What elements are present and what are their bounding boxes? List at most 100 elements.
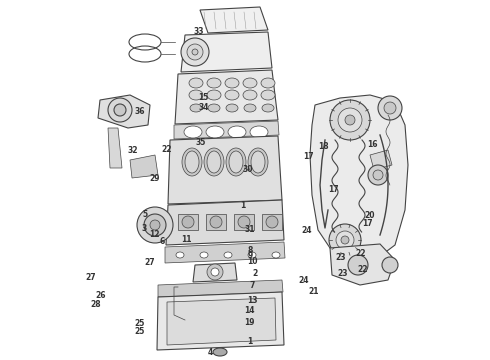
Ellipse shape xyxy=(207,264,223,280)
Text: 9: 9 xyxy=(247,251,252,260)
Ellipse shape xyxy=(251,151,265,173)
Ellipse shape xyxy=(189,90,203,100)
Polygon shape xyxy=(174,121,279,139)
Polygon shape xyxy=(130,155,158,178)
Ellipse shape xyxy=(108,98,132,122)
Ellipse shape xyxy=(345,115,355,125)
Ellipse shape xyxy=(181,38,209,66)
Ellipse shape xyxy=(185,151,199,173)
Ellipse shape xyxy=(150,220,160,230)
Ellipse shape xyxy=(226,104,238,112)
Text: 12: 12 xyxy=(149,230,160,239)
Ellipse shape xyxy=(248,252,256,258)
Ellipse shape xyxy=(207,151,221,173)
Text: 14: 14 xyxy=(245,306,255,315)
Polygon shape xyxy=(178,214,198,230)
Text: 11: 11 xyxy=(181,235,192,244)
Ellipse shape xyxy=(180,318,190,328)
Ellipse shape xyxy=(228,126,246,138)
Text: 25: 25 xyxy=(134,327,145,336)
Text: 16: 16 xyxy=(367,140,378,149)
Text: 17: 17 xyxy=(328,185,339,194)
Ellipse shape xyxy=(189,78,203,88)
Ellipse shape xyxy=(182,148,202,176)
Polygon shape xyxy=(98,95,150,128)
Polygon shape xyxy=(234,214,254,230)
Text: 13: 13 xyxy=(247,296,258,305)
Ellipse shape xyxy=(243,78,257,88)
Ellipse shape xyxy=(368,165,388,185)
Polygon shape xyxy=(158,280,283,297)
Text: 22: 22 xyxy=(357,266,368,274)
Polygon shape xyxy=(175,70,278,124)
Text: 19: 19 xyxy=(245,318,255,327)
Text: 2: 2 xyxy=(252,269,257,278)
Text: 21: 21 xyxy=(308,287,319,296)
Polygon shape xyxy=(165,242,285,263)
Text: 22: 22 xyxy=(355,249,366,258)
Text: 23: 23 xyxy=(335,253,346,262)
Ellipse shape xyxy=(200,252,208,258)
Text: 30: 30 xyxy=(242,165,253,174)
Ellipse shape xyxy=(262,104,274,112)
Text: 17: 17 xyxy=(362,219,373,228)
Text: 33: 33 xyxy=(193,27,204,36)
Ellipse shape xyxy=(208,104,220,112)
Text: 17: 17 xyxy=(303,152,314,161)
Ellipse shape xyxy=(261,78,275,88)
Polygon shape xyxy=(370,150,392,170)
Polygon shape xyxy=(167,298,276,345)
Ellipse shape xyxy=(225,78,239,88)
Polygon shape xyxy=(168,136,282,204)
Text: 26: 26 xyxy=(95,291,106,300)
Ellipse shape xyxy=(224,252,232,258)
Ellipse shape xyxy=(261,90,275,100)
Text: 32: 32 xyxy=(127,146,138,155)
Text: 29: 29 xyxy=(149,174,160,183)
Polygon shape xyxy=(108,128,122,168)
Ellipse shape xyxy=(338,108,362,132)
Text: 27: 27 xyxy=(85,273,96,282)
Ellipse shape xyxy=(266,216,278,228)
Text: 23: 23 xyxy=(338,269,348,278)
Ellipse shape xyxy=(187,44,203,60)
Ellipse shape xyxy=(382,257,398,273)
Text: 35: 35 xyxy=(196,138,206,147)
Ellipse shape xyxy=(226,148,246,176)
Text: 20: 20 xyxy=(365,211,375,220)
Polygon shape xyxy=(181,32,272,72)
Ellipse shape xyxy=(210,216,222,228)
Text: 1: 1 xyxy=(240,201,245,210)
Polygon shape xyxy=(206,214,226,230)
Text: 10: 10 xyxy=(247,256,258,266)
Text: 8: 8 xyxy=(247,246,252,255)
Ellipse shape xyxy=(184,126,202,138)
Polygon shape xyxy=(157,292,284,350)
Ellipse shape xyxy=(182,216,194,228)
Ellipse shape xyxy=(250,126,268,138)
Ellipse shape xyxy=(243,90,257,100)
Text: 28: 28 xyxy=(90,300,101,309)
Text: 7: 7 xyxy=(250,281,255,289)
Ellipse shape xyxy=(207,78,221,88)
Ellipse shape xyxy=(348,255,368,275)
Text: 25: 25 xyxy=(134,320,145,328)
Ellipse shape xyxy=(211,268,219,276)
Ellipse shape xyxy=(229,151,243,173)
Text: 36: 36 xyxy=(134,107,145,116)
Polygon shape xyxy=(200,7,268,33)
Ellipse shape xyxy=(272,252,280,258)
Ellipse shape xyxy=(137,207,173,243)
Ellipse shape xyxy=(207,90,221,100)
Polygon shape xyxy=(330,244,395,285)
Ellipse shape xyxy=(114,104,126,116)
Ellipse shape xyxy=(238,216,250,228)
Text: 15: 15 xyxy=(198,93,209,102)
Ellipse shape xyxy=(204,148,224,176)
Polygon shape xyxy=(310,95,408,260)
Ellipse shape xyxy=(336,231,354,249)
Ellipse shape xyxy=(225,90,239,100)
Polygon shape xyxy=(166,200,284,245)
Ellipse shape xyxy=(384,102,396,114)
Ellipse shape xyxy=(144,214,166,236)
